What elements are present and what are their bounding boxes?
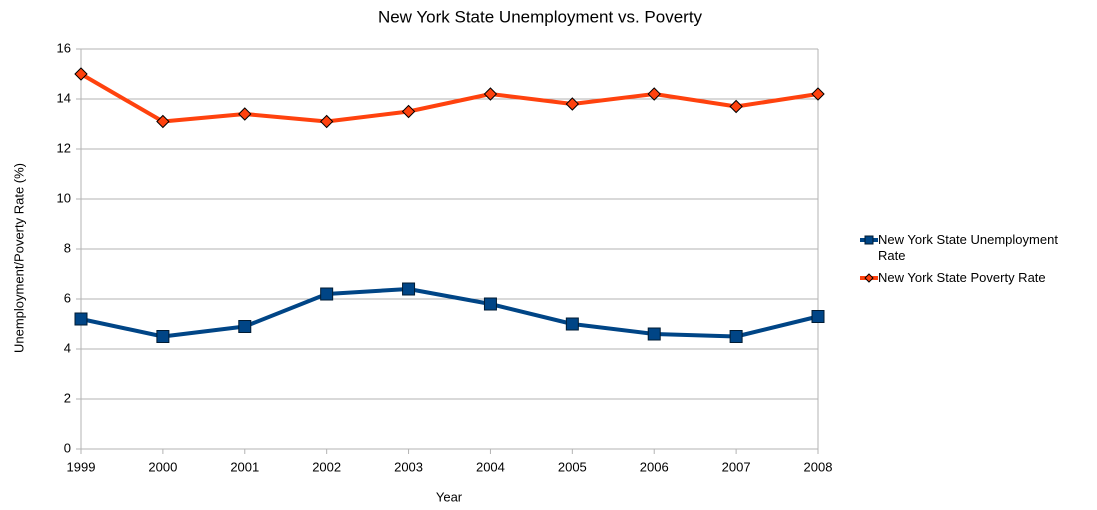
x-tick-label: 1999	[67, 459, 96, 474]
marker	[483, 87, 498, 101]
marker	[811, 310, 825, 323]
legend-item: New York State Poverty Rate	[860, 270, 1090, 286]
x-tick-label: 2002	[312, 459, 341, 474]
y-tick-label: 16	[57, 40, 71, 55]
marker	[729, 99, 743, 114]
marker	[483, 297, 497, 311]
marker	[729, 330, 743, 343]
series-line	[79, 72, 819, 124]
y-tick-label: 12	[57, 140, 71, 155]
legend-key	[860, 235, 878, 245]
marker	[401, 104, 416, 119]
x-tick-label: 2005	[558, 459, 587, 474]
x-axis-title: Year	[436, 489, 463, 504]
x-tick-label: 2004	[476, 459, 505, 474]
y-tick-label: 8	[64, 240, 71, 255]
series-line	[80, 287, 819, 339]
legend: New York State Unemployment Rate New York…	[860, 232, 1090, 292]
marker	[402, 282, 416, 296]
marker	[74, 67, 88, 81]
y-tick-label: 6	[64, 290, 71, 305]
marker	[565, 317, 579, 331]
y-axis-title: Unemployment/Poverty Rate (%)	[11, 163, 26, 353]
marker	[320, 287, 334, 301]
x-tick-label: 2008	[804, 459, 833, 474]
marker	[74, 312, 88, 326]
x-tick-label: 2001	[230, 459, 259, 474]
marker	[238, 107, 252, 121]
marker	[319, 114, 334, 129]
legend-marker	[864, 235, 874, 245]
x-tick-label: 2000	[148, 459, 177, 474]
y-tick-label: 2	[64, 390, 71, 405]
legend-marker	[864, 273, 874, 283]
y-tick-label: 0	[64, 440, 71, 455]
marker	[238, 320, 252, 333]
legend-item: New York State Unemployment Rate	[860, 232, 1090, 264]
chart-title: New York State Unemployment vs. Poverty	[378, 7, 703, 26]
marker	[156, 330, 170, 343]
y-tick-label: 10	[57, 190, 71, 205]
x-tick-label: 2003	[394, 459, 423, 474]
marker	[647, 327, 661, 341]
marker	[156, 114, 170, 129]
marker	[647, 87, 661, 101]
legend-key	[860, 273, 878, 283]
marker	[565, 97, 580, 111]
y-tick-label: 4	[64, 340, 71, 355]
x-tick-label: 2006	[640, 459, 669, 474]
legend-label: New York State Unemployment Rate	[878, 232, 1058, 263]
legend-label: New York State Poverty Rate	[878, 270, 1046, 285]
x-tick-label: 2007	[722, 459, 751, 474]
marker	[811, 87, 825, 101]
y-tick-label: 14	[57, 90, 71, 105]
